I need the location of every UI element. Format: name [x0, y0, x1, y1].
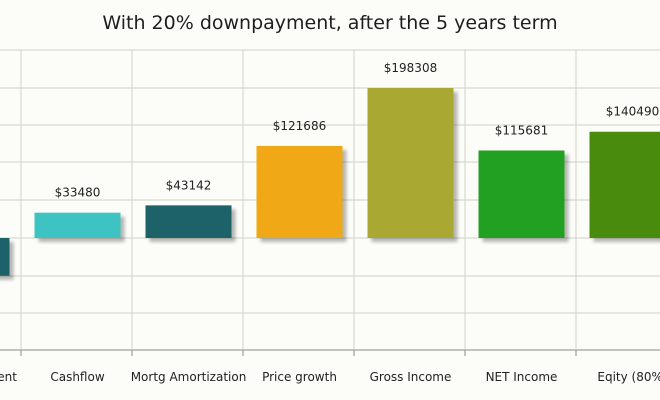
value-label-6: $115681	[495, 123, 548, 137]
value-label-2: $33480	[55, 186, 101, 200]
chart-title: With 20% downpayment, after the 5 years …	[102, 12, 558, 34]
category-label-3: Mortg Amortization	[131, 370, 247, 384]
bar-4	[256, 145, 343, 238]
category-label-4: Price growth	[262, 370, 337, 384]
bar-7	[589, 131, 660, 238]
bar-5	[367, 88, 454, 238]
value-label-5: $198308	[384, 61, 437, 75]
category-label-1: ent	[0, 370, 17, 384]
value-label-3: $43142	[166, 178, 212, 192]
bar-2	[34, 212, 121, 238]
category-label-2: Cashflow	[50, 370, 104, 384]
value-label-4: $121686	[273, 119, 326, 133]
category-label-5: Gross Income	[370, 370, 452, 384]
bars	[0, 88, 660, 276]
bar-1	[0, 238, 10, 276]
category-label-6: NET Income	[486, 370, 558, 384]
bar-3	[145, 205, 232, 238]
value-labels: $33480 $43142 $121686 $198308 $115681 $140490	[55, 61, 660, 200]
value-label-7: $140490	[606, 105, 659, 119]
category-labels: ent Cashflow Mortg Amortization Price growt…	[0, 370, 660, 384]
bar-6	[478, 150, 565, 238]
category-label-7: Eqity (80%)	[597, 370, 660, 384]
